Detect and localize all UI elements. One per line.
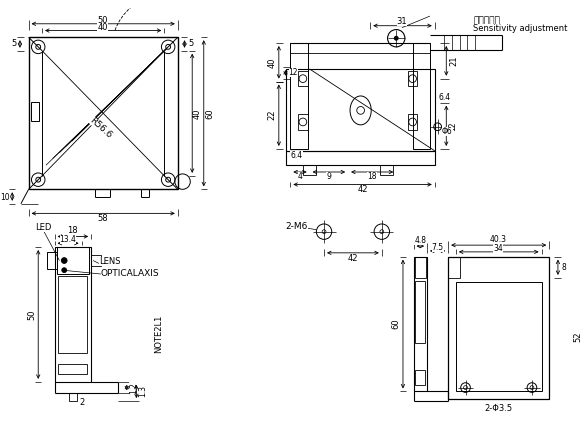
Circle shape <box>62 258 67 264</box>
Text: 40.3: 40.3 <box>490 235 507 244</box>
Bar <box>415 370 425 385</box>
Bar <box>291 43 308 149</box>
Bar <box>414 257 427 392</box>
Bar <box>47 252 56 269</box>
Text: 50: 50 <box>97 17 108 25</box>
Bar <box>285 151 435 165</box>
Text: 52: 52 <box>574 331 582 342</box>
Circle shape <box>62 268 67 273</box>
Text: 42: 42 <box>357 185 368 194</box>
Text: 5: 5 <box>189 40 194 49</box>
Text: 31: 31 <box>397 17 407 26</box>
Text: 22: 22 <box>268 110 277 120</box>
Text: 5: 5 <box>12 40 17 49</box>
Bar <box>54 247 91 382</box>
Text: 2: 2 <box>80 398 85 408</box>
Bar <box>456 282 541 392</box>
Text: OPTICALAXIS: OPTICALAXIS <box>101 268 159 277</box>
Text: 34: 34 <box>493 244 503 253</box>
Text: Φ6: Φ6 <box>442 127 452 136</box>
Text: 8: 8 <box>561 263 566 272</box>
Text: 9: 9 <box>326 172 331 182</box>
Bar <box>413 43 430 149</box>
Bar <box>29 37 178 189</box>
Bar <box>414 257 426 278</box>
Text: LED: LED <box>35 223 52 232</box>
Text: LENS: LENS <box>99 257 120 266</box>
Bar <box>298 71 308 87</box>
Text: Sensitivity adjustment: Sensitivity adjustment <box>473 24 568 33</box>
Bar <box>69 393 77 401</box>
Text: 1.3: 1.3 <box>139 385 148 397</box>
Text: 4: 4 <box>298 172 302 182</box>
Bar <box>91 255 101 266</box>
Text: 60: 60 <box>391 319 401 329</box>
Bar <box>59 276 87 353</box>
Text: 40: 40 <box>97 23 108 32</box>
Bar <box>303 165 316 175</box>
Text: 40: 40 <box>268 57 277 67</box>
Text: 40: 40 <box>193 108 202 119</box>
Text: R56.6: R56.6 <box>88 116 114 140</box>
Text: 灵敏度调节: 灵敏度调节 <box>473 16 500 25</box>
Bar <box>32 102 39 121</box>
Bar <box>59 364 87 374</box>
Bar <box>408 71 417 87</box>
Text: 58: 58 <box>97 214 108 223</box>
Text: 7.5: 7.5 <box>431 243 444 252</box>
Text: 2-M6: 2-M6 <box>285 222 308 231</box>
Circle shape <box>394 36 398 40</box>
Bar <box>415 281 425 343</box>
Text: 21: 21 <box>449 55 458 66</box>
Text: 42: 42 <box>347 254 358 263</box>
Bar <box>448 257 549 399</box>
Text: 12: 12 <box>288 68 298 77</box>
Text: 6.4: 6.4 <box>291 151 302 160</box>
Text: 12: 12 <box>448 121 458 131</box>
Text: 50: 50 <box>27 309 36 320</box>
Text: 18: 18 <box>67 226 78 235</box>
Text: 6.4: 6.4 <box>438 93 451 103</box>
Bar <box>380 165 393 175</box>
Text: 13.4: 13.4 <box>60 235 77 244</box>
Text: 2-Φ3.5: 2-Φ3.5 <box>484 404 512 413</box>
Text: 60: 60 <box>205 108 214 119</box>
Text: 4.8: 4.8 <box>414 236 426 245</box>
Text: 18: 18 <box>367 172 377 182</box>
Bar <box>408 114 417 130</box>
Text: 10: 10 <box>1 193 11 202</box>
Text: 1.2: 1.2 <box>129 382 138 393</box>
Bar <box>298 114 308 130</box>
Bar <box>448 257 460 278</box>
Bar <box>56 247 89 274</box>
Text: NOTE2L1: NOTE2L1 <box>154 314 163 353</box>
Bar <box>285 69 435 151</box>
